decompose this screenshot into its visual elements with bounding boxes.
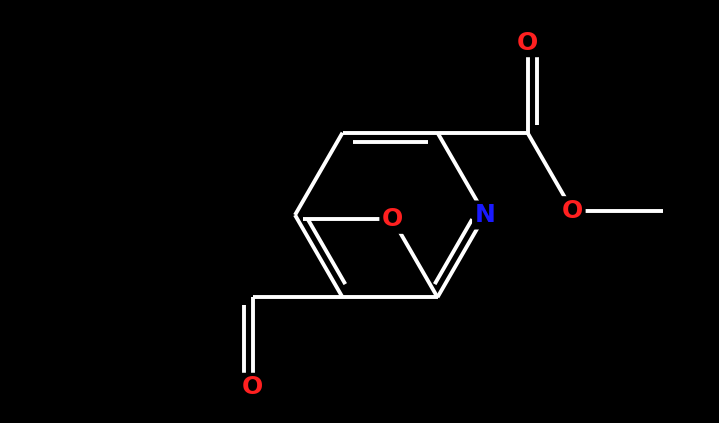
Text: O: O: [242, 375, 263, 399]
Text: O: O: [382, 207, 403, 231]
Text: O: O: [517, 31, 538, 55]
Text: N: N: [475, 203, 495, 227]
Text: O: O: [562, 199, 583, 222]
